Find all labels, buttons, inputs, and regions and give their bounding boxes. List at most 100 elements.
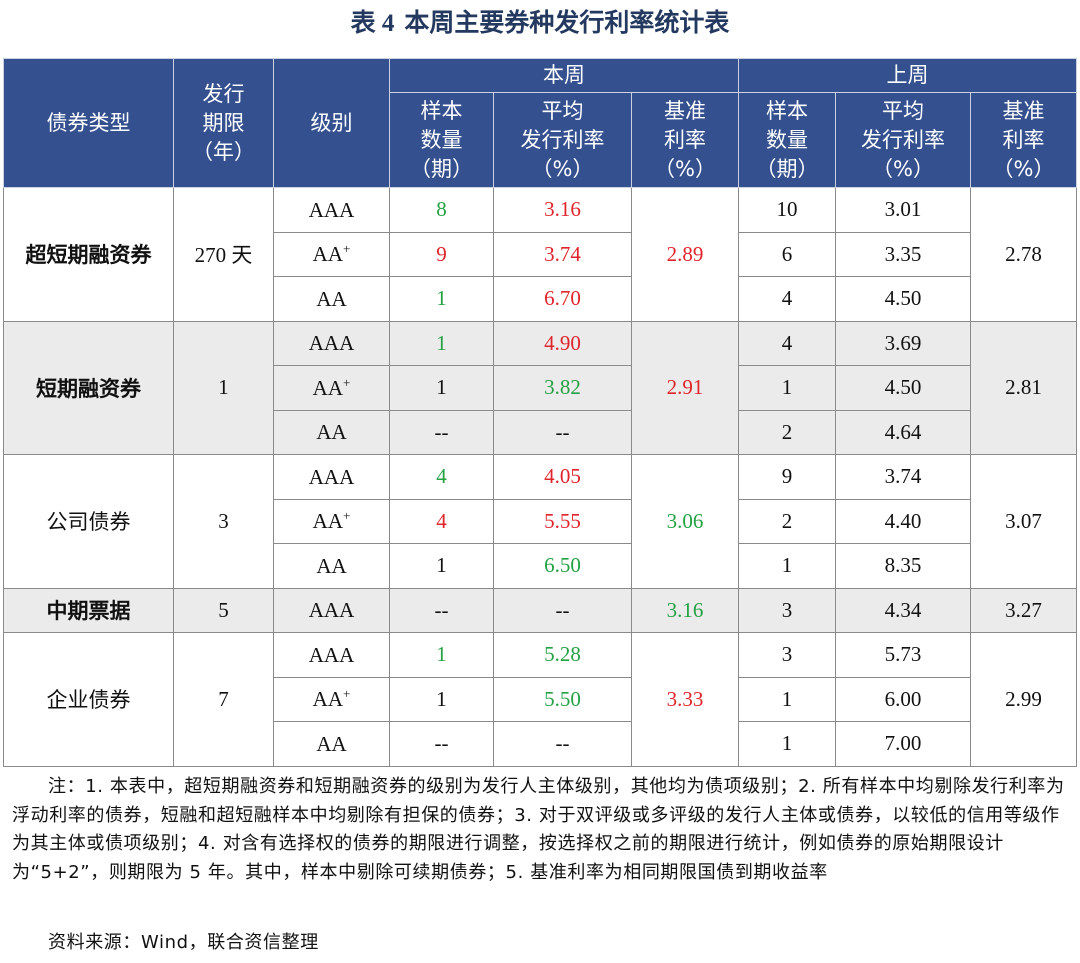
header-lw-base-l2: 利率 <box>1002 127 1045 152</box>
table-row: 短期融资券 1 AAA 1 4.90 2.91 4 3.69 2.81 <box>3 320 1078 455</box>
term-cell: 270 天 <box>173 187 274 322</box>
grade-text: AA <box>316 553 347 578</box>
tw-base-cell: 3.06 <box>630 454 740 589</box>
lw-rate-cell: 6.00 <box>835 676 972 722</box>
header-lw-count-l2: 数量 <box>766 127 809 152</box>
header-tw-avg-l2: 发行利率 <box>520 127 605 152</box>
grade-text: AA <box>316 731 347 756</box>
tw-rate-cell: 3.74 <box>493 231 632 277</box>
tw-rate-cell: 3.82 <box>493 365 632 411</box>
lw-rate-cell: 3.74 <box>835 454 972 500</box>
lw-rate-cell: 8.35 <box>835 543 972 589</box>
lw-count-cell: 1 <box>738 543 837 589</box>
lw-count-cell: 2 <box>738 409 837 455</box>
grade-text: AA <box>312 242 343 267</box>
lw-count-cell: 3 <box>738 632 837 678</box>
bond-type-cell: 公司债券 <box>3 454 174 589</box>
lw-base-cell: 3.07 <box>970 454 1078 589</box>
lw-rate-cell: 3.69 <box>835 320 972 366</box>
tw-count-cell: -- <box>389 409 494 455</box>
tw-count-cell: 1 <box>389 365 494 411</box>
lw-base-cell: 3.27 <box>970 587 1078 633</box>
header-lw-base-l3: （%） <box>992 156 1055 181</box>
tw-rate-cell: 5.28 <box>493 632 632 678</box>
header-lw-base-l1: 基准 <box>1002 98 1045 123</box>
grade-cell: AAA <box>273 454 390 500</box>
table-row: AA+ 1 5.50 1 6.00 <box>4 676 1077 722</box>
lw-rate-cell: 4.64 <box>835 409 972 455</box>
header-tw-count: 样本 数量 （期） <box>389 92 494 188</box>
grade-cell: AAA <box>273 187 390 233</box>
tw-count-cell: -- <box>389 721 494 767</box>
table-row: 企业债券 7 AAA 1 5.28 3.33 3 5.73 2.99 <box>3 632 1078 767</box>
header-type: 债券类型 <box>3 58 174 188</box>
tw-count-cell: 9 <box>389 231 494 277</box>
bond-type-cell: 超短期融资券 <box>3 187 174 322</box>
lw-count-cell: 3 <box>738 587 837 633</box>
lw-rate-cell: 5.73 <box>835 632 972 678</box>
tw-rate-cell: -- <box>493 409 632 455</box>
header-tw-base-l2: 利率 <box>664 127 706 152</box>
table-row: AA+ 4 5.55 2 4.40 <box>4 498 1077 544</box>
grade-cell: AA+ <box>273 676 390 722</box>
grade-text: AAA <box>308 331 355 356</box>
tw-count-cell: 8 <box>389 187 494 233</box>
lw-count-cell: 1 <box>738 365 837 411</box>
lw-rate-cell: 3.01 <box>835 187 972 233</box>
grade-text: AA <box>316 420 347 445</box>
header-last-week: 上周 <box>738 58 1078 93</box>
table-row: AA+ 9 3.74 6 3.35 <box>4 231 1077 277</box>
lw-base-cell: 2.81 <box>970 320 1078 455</box>
table-row: AA -- -- 2 4.64 <box>4 409 1077 455</box>
bond-type-cell: 中期票据 <box>3 587 174 633</box>
grade-cell: AAA <box>273 587 390 633</box>
grade-text: AA <box>312 509 343 534</box>
tw-base-cell: 3.16 <box>630 587 740 633</box>
grade-text: AA <box>312 375 343 400</box>
tw-rate-cell: 6.70 <box>493 276 632 322</box>
lw-count-cell: 1 <box>738 721 837 767</box>
header-lw-avg-l2: 发行利率 <box>861 127 946 152</box>
tw-count-cell: 1 <box>389 320 494 366</box>
lw-rate-cell: 4.34 <box>835 587 972 633</box>
header-lw-count-l3: （期） <box>755 156 819 181</box>
grade-cell: AA+ <box>273 498 390 544</box>
tw-base-cell: 3.33 <box>630 632 740 767</box>
header-this-week: 本周 <box>388 58 740 93</box>
table-title: 表 4 本周主要券种发行利率统计表 <box>0 0 1080 50</box>
lw-rate-cell: 4.50 <box>835 276 972 322</box>
header-term: 发行 期限 （年） <box>173 58 274 188</box>
table-row: AA -- -- 1 7.00 <box>4 721 1077 767</box>
tw-count-cell: 4 <box>389 498 494 544</box>
table-note: 注：1. 本表中，超短期融资券和短期融资券的级别为发行人主体级别，其他均为债项级… <box>12 776 1065 883</box>
lw-count-cell: 10 <box>738 187 837 233</box>
header-lw-avg: 平均 发行利率 （%） <box>835 92 972 188</box>
tw-rate-cell: 5.50 <box>493 676 632 722</box>
grade-sup: + <box>343 508 351 524</box>
table-row: AA 1 6.50 1 8.35 <box>4 543 1077 589</box>
rate-table: 债券类型 发行 期限 （年） 级别 本周 上周 样本 数量 （期） 平均 发行利… <box>3 58 1078 767</box>
tw-count-cell: 1 <box>389 543 494 589</box>
grade-cell: AAA <box>273 320 390 366</box>
tw-rate-cell: -- <box>493 587 632 633</box>
grade-cell: AA <box>273 409 390 455</box>
lw-count-cell: 4 <box>738 320 837 366</box>
header-lw-count-l1: 样本 <box>766 98 809 123</box>
table-row: AA 1 6.70 4 4.50 <box>4 276 1077 322</box>
tw-base-cell: 2.91 <box>630 320 740 455</box>
grade-text: AAA <box>308 598 355 623</box>
data-source: 资料来源：Wind，联合资信整理 <box>48 932 319 953</box>
tw-rate-cell: 3.16 <box>493 187 632 233</box>
lw-count-cell: 1 <box>738 676 837 722</box>
lw-base-cell: 2.99 <box>970 632 1078 767</box>
term-cell: 3 <box>173 454 274 589</box>
header-term-line2: 期限 <box>202 110 245 135</box>
header-tw-avg: 平均 发行利率 （%） <box>493 92 632 188</box>
header-term-line3: （年） <box>192 139 255 164</box>
term-cell: 1 <box>173 320 274 455</box>
header-term-line1: 发行 <box>202 81 245 106</box>
grade-sup: + <box>343 374 351 390</box>
tw-count-cell: 1 <box>389 676 494 722</box>
tw-rate-cell: 4.90 <box>493 320 632 366</box>
tw-rate-cell: 5.55 <box>493 498 632 544</box>
